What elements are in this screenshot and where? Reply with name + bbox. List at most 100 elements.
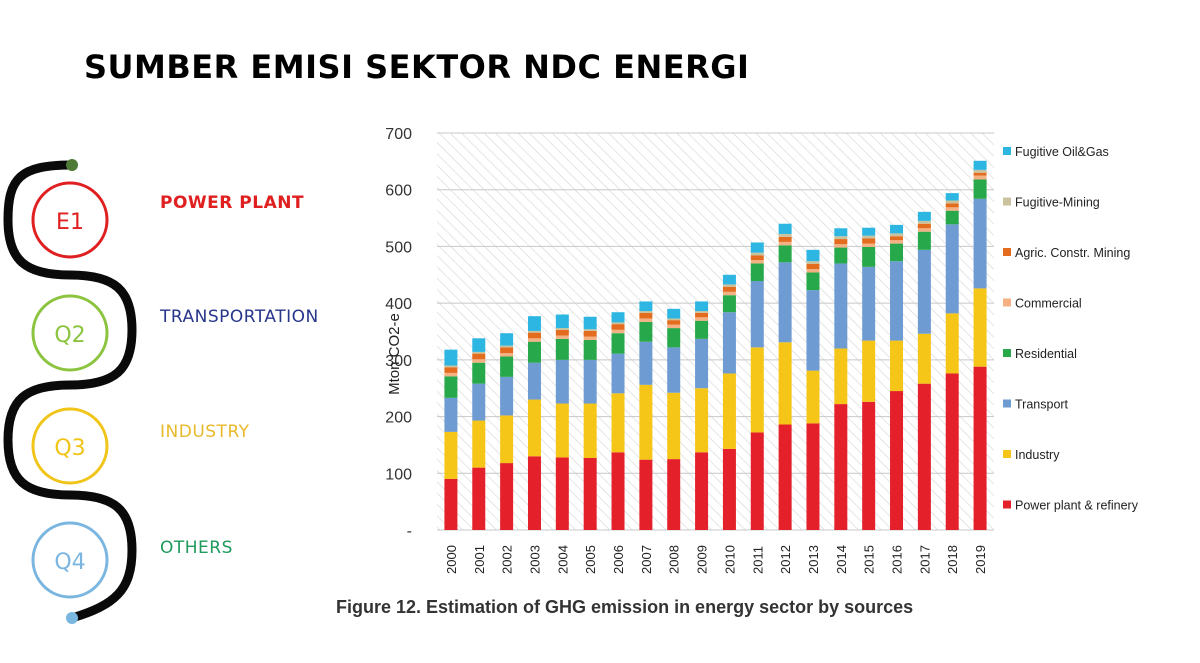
x-tick-label: 2019 (973, 545, 988, 574)
bar-segment (917, 228, 931, 232)
bar-segment (862, 340, 876, 402)
roadmap-label-3: INDUSTRY (160, 422, 250, 442)
bar-segment (555, 338, 569, 360)
bar-segment (834, 228, 848, 237)
bar-segment (973, 172, 987, 176)
bar-segment (890, 240, 904, 244)
legend-swatch (1003, 500, 1011, 509)
bar-segment (583, 329, 597, 331)
legend-swatch (1003, 147, 1011, 155)
x-tick-label: 2005 (583, 545, 598, 574)
bar-segment (750, 432, 764, 530)
bar-segment (472, 420, 486, 468)
step-code: Q2 (54, 323, 85, 348)
x-tick-label: 2004 (555, 545, 570, 574)
bar-segment (834, 236, 848, 240)
bar-segment (527, 456, 541, 530)
bar-segment (917, 211, 931, 221)
y-tick-label: 100 (385, 466, 412, 483)
bar-segment (945, 313, 959, 374)
step-ring (31, 407, 109, 485)
bar-segment (945, 203, 959, 208)
bar-segment (973, 288, 987, 367)
bar-segment (973, 198, 987, 289)
x-tick-label: 2017 (917, 545, 932, 574)
step-ring (31, 181, 109, 259)
legend-label: Transport (1015, 398, 1069, 412)
bar-segment (444, 376, 458, 398)
bar-segment (695, 311, 709, 313)
bar-segment (444, 431, 458, 479)
bar-segment (611, 452, 625, 530)
bar-segment (667, 328, 681, 348)
bar-segment (444, 349, 458, 366)
roadmap-start-dot (66, 159, 78, 171)
roadmap-step-4: Q4 (31, 521, 109, 599)
step-ring (31, 294, 109, 372)
bar-segment (917, 249, 931, 334)
bar-segment (639, 321, 653, 342)
bar-segment (500, 353, 514, 357)
x-tick-label: 2003 (527, 545, 542, 574)
legend-label: Agric. Constr. Mining (1015, 246, 1130, 260)
bar-segment (862, 243, 876, 247)
x-tick-label: 2007 (639, 545, 654, 574)
bar-segment (500, 347, 514, 354)
bar-segment (834, 244, 848, 248)
legend-label: Power plant & refinery (1015, 499, 1139, 513)
bar-segment (890, 236, 904, 241)
y-tick-label: - (407, 523, 412, 540)
bars (444, 160, 987, 530)
bar-segment (500, 415, 514, 464)
bar-segment (973, 179, 987, 199)
bar-segment (639, 384, 653, 460)
bar-segment (750, 242, 764, 253)
bar-segment (639, 301, 653, 312)
bar-segment (834, 247, 848, 264)
bar-segment (667, 324, 681, 329)
step-code: Q4 (54, 550, 85, 575)
roadmap-label-4: OTHERS (160, 538, 233, 558)
bar-segment (611, 324, 625, 330)
bar-segment (722, 312, 736, 374)
bar-segment (862, 235, 876, 239)
step-code: E1 (56, 210, 84, 235)
y-tick-label: 600 (385, 183, 412, 200)
bar-segment (472, 353, 486, 360)
bar-segment (778, 233, 792, 237)
bar-segment (583, 336, 597, 341)
bar-segment (667, 347, 681, 393)
bar-segment (555, 314, 569, 329)
legend-swatch (1003, 349, 1011, 357)
bar-segment (472, 467, 486, 530)
bar-segment (500, 345, 514, 348)
bar-segment (611, 322, 625, 325)
bar-segment (945, 210, 959, 225)
bar-segment (862, 266, 876, 341)
bar-segment (778, 236, 792, 242)
bar-segment (444, 478, 458, 530)
legend-swatch (1003, 298, 1011, 307)
bar-segment (917, 333, 931, 384)
bar-segment (695, 388, 709, 453)
bar-segment (945, 373, 959, 530)
legend-label: Residential (1015, 347, 1077, 361)
bar-segment (500, 333, 514, 346)
bar-segment (667, 318, 681, 321)
bar-segment (750, 260, 764, 264)
roadmap-label-2: TRANSPORTATION (160, 307, 319, 327)
bar-segment (472, 383, 486, 421)
bar-segment (583, 359, 597, 404)
roadmap-step-3: Q3 (31, 407, 109, 485)
bar-segment (806, 290, 820, 371)
bar-segment (611, 333, 625, 354)
bar-segment (695, 452, 709, 530)
x-tick-label: 2010 (722, 545, 737, 574)
step-code: Q3 (54, 436, 85, 461)
bar-segment (973, 169, 987, 173)
roadmap-step-2: Q2 (31, 294, 109, 372)
roadmap-step-1: E1 (31, 181, 109, 259)
x-tick-label: 2013 (806, 545, 821, 574)
legend-label: Fugitive Oil&Gas (1015, 145, 1109, 159)
